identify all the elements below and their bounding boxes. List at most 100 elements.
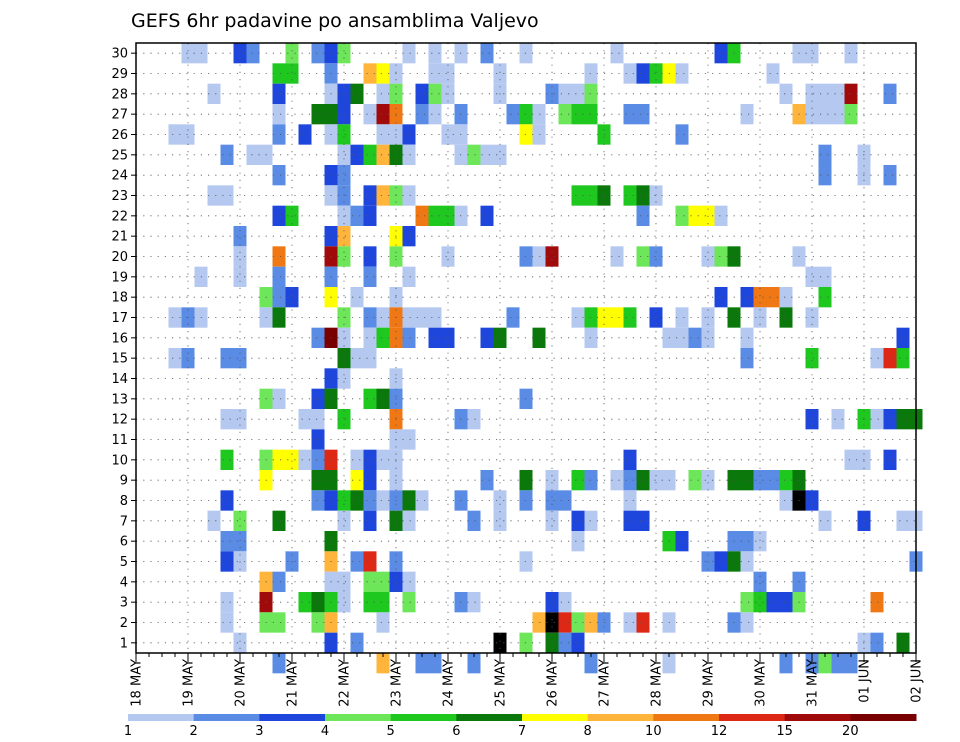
heatmap-cell xyxy=(571,307,585,328)
heatmap-cell xyxy=(480,470,494,491)
heatmap-cell xyxy=(415,83,429,104)
heatmap-cell xyxy=(233,226,247,247)
y-tick-label: 23 xyxy=(111,189,128,204)
heatmap-cell xyxy=(467,510,481,531)
heatmap-cell xyxy=(675,124,689,145)
y-tick-label: 6 xyxy=(120,535,128,550)
y-tick-label: 29 xyxy=(111,67,128,82)
heatmap-cell xyxy=(233,43,247,64)
heatmap-cell xyxy=(441,327,455,348)
heatmap-cell xyxy=(753,470,767,491)
heatmap-cell xyxy=(415,104,429,125)
heatmap-cell xyxy=(896,632,910,653)
heatmap-cell xyxy=(753,571,767,592)
y-tick-label: 8 xyxy=(120,494,128,509)
y-tick-label: 20 xyxy=(111,250,128,265)
x-tick-label: 20 MAY xyxy=(234,659,249,707)
heatmap-cell xyxy=(818,83,832,104)
heatmap-cell xyxy=(701,470,715,491)
heatmap-cell xyxy=(714,205,728,226)
heatmap-cell xyxy=(493,510,507,531)
y-tick-label: 10 xyxy=(111,453,128,468)
heatmap-cell xyxy=(220,348,234,369)
heatmap-cell xyxy=(883,165,897,186)
heatmap-cell xyxy=(311,327,325,348)
heatmap-cell xyxy=(311,490,325,511)
heatmap-cell xyxy=(636,185,650,206)
heatmap-cell xyxy=(883,449,897,470)
heatmap-cell xyxy=(233,632,247,653)
heatmap-cell xyxy=(363,307,377,328)
heatmap-cell xyxy=(311,612,325,633)
heatmap-cell xyxy=(766,592,780,613)
x-tick-label: 21 MAY xyxy=(286,659,301,707)
heatmap-cell xyxy=(337,368,351,389)
heatmap-cell xyxy=(402,124,416,145)
heatmap-cell xyxy=(649,470,663,491)
colorbar-label: 12 xyxy=(711,724,728,739)
x-tick-label: 28 MAY xyxy=(650,659,665,707)
heatmap-cell xyxy=(337,165,351,186)
heatmap-cell xyxy=(285,43,299,64)
heatmap-cell xyxy=(363,490,377,511)
x-tick-label: 25 MAY xyxy=(494,659,509,707)
x-tick-label: 23 MAY xyxy=(390,659,405,707)
heatmap-cell xyxy=(714,43,728,64)
heatmap-cell xyxy=(311,388,325,409)
heatmap-cell xyxy=(714,551,728,572)
heatmap-cell xyxy=(350,348,364,369)
heatmap-cell xyxy=(376,653,390,674)
heatmap-cell xyxy=(402,510,416,531)
heatmap-cell xyxy=(402,43,416,64)
x-tick-label: 22 MAY xyxy=(338,659,353,707)
heatmap-cell xyxy=(675,63,689,84)
heatmap-cell xyxy=(532,327,546,348)
heatmap-cell xyxy=(805,43,819,64)
heatmap-cell xyxy=(688,205,702,226)
heatmap-cell xyxy=(584,510,598,531)
heatmap-cell xyxy=(805,653,819,674)
y-tick-label: 15 xyxy=(111,352,128,367)
heatmap-cell xyxy=(350,144,364,165)
heatmap-cell xyxy=(363,571,377,592)
colorbar-label: 5 xyxy=(387,724,395,739)
y-axis: 1234567891011121314151617181920212223242… xyxy=(111,47,136,651)
heatmap-cell xyxy=(571,470,585,491)
heatmap-cell xyxy=(350,83,364,104)
heatmap-cell xyxy=(246,144,260,165)
heatmap-cell xyxy=(662,653,676,674)
heatmap-cell xyxy=(272,388,286,409)
y-tick-label: 13 xyxy=(111,392,128,407)
heatmap-cell xyxy=(870,592,884,613)
heatmap-cell xyxy=(467,144,481,165)
heatmap-cell xyxy=(402,327,416,348)
grid-lines xyxy=(136,43,917,653)
y-tick-label: 27 xyxy=(111,108,128,123)
heatmap-cell xyxy=(571,531,585,552)
heatmap-cell xyxy=(285,449,299,470)
heatmap-cell xyxy=(220,144,234,165)
heatmap-cell xyxy=(376,144,390,165)
heatmap-cell xyxy=(220,409,234,430)
heatmap-cell xyxy=(272,165,286,186)
heatmap-cell xyxy=(337,571,351,592)
colorbar-swatch xyxy=(456,714,523,721)
heatmap-cell xyxy=(675,205,689,226)
heatmap-cell xyxy=(558,632,572,653)
heatmap-cell xyxy=(467,653,481,674)
heatmap-cell xyxy=(779,83,793,104)
heatmap-cell xyxy=(337,510,351,531)
heatmap-cell xyxy=(220,612,234,633)
heatmap-cell xyxy=(415,307,429,328)
heatmap-cell xyxy=(402,266,416,287)
heatmap-cell xyxy=(545,490,559,511)
heatmap-cell xyxy=(740,531,754,552)
colorbar-swatch xyxy=(325,714,392,721)
heatmap-cell xyxy=(363,63,377,84)
y-tick-label: 2 xyxy=(120,616,128,631)
heatmap-cell xyxy=(506,104,520,125)
heatmap-cell xyxy=(298,409,312,430)
heatmap-cell xyxy=(779,653,793,674)
heatmap-cell xyxy=(402,571,416,592)
heatmap-cell xyxy=(766,470,780,491)
